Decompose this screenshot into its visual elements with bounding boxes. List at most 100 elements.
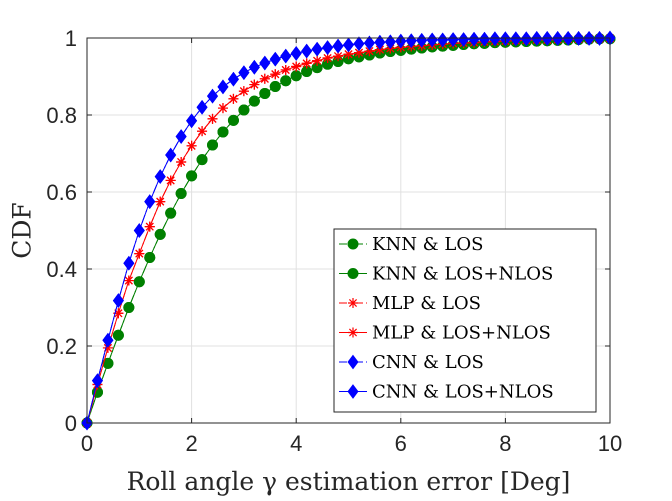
legend-label: CNN & LOS+NLOS — [372, 382, 554, 403]
data-point — [510, 31, 522, 47]
legend-item: CNN & LOS+NLOS — [339, 382, 554, 403]
y-tick-label: 0 — [65, 411, 77, 436]
data-point — [374, 34, 386, 50]
legend-label: KNN & LOS — [372, 234, 483, 255]
legend-swatch-marker — [347, 238, 359, 250]
data-point — [269, 51, 281, 67]
legend-item: MLP & LOS — [339, 293, 481, 314]
series-cnn-los-nlos — [81, 30, 616, 431]
data-point — [333, 51, 344, 62]
data-point — [520, 31, 532, 47]
data-point — [186, 140, 197, 151]
data-point — [133, 276, 145, 288]
legend-swatch-marker — [347, 354, 359, 370]
data-point — [207, 139, 219, 151]
x-tick-label: 2 — [185, 431, 197, 456]
data-point — [165, 175, 176, 186]
data-point — [123, 302, 135, 313]
data-point — [155, 196, 166, 207]
data-point — [238, 65, 250, 80]
data-point — [248, 95, 260, 107]
data-point — [228, 93, 239, 104]
data-point — [322, 40, 334, 55]
y-tick-label: 0.6 — [46, 180, 77, 205]
data-point — [217, 126, 229, 138]
data-point — [290, 46, 302, 61]
legend: KNN & LOS KNN & LOS+NLOS MLP & LOS MLP & LO… — [333, 228, 597, 413]
data-point — [196, 99, 208, 115]
legend-swatch-marker — [348, 327, 358, 338]
data-point — [478, 31, 490, 47]
data-point — [280, 75, 292, 87]
data-point — [144, 194, 156, 209]
data-point — [364, 46, 375, 57]
y-tick-label: 0.2 — [46, 334, 77, 359]
legend-item: KNN & LOS+NLOS — [339, 264, 553, 285]
data-point — [249, 79, 260, 90]
data-point — [154, 228, 166, 240]
y-tick-label: 0.8 — [46, 103, 77, 128]
y-tick-label: 1 — [65, 26, 77, 51]
series-layer — [81, 30, 616, 431]
data-point — [312, 55, 323, 66]
legend-swatch-marker — [347, 384, 359, 399]
data-point — [311, 41, 323, 57]
legend-item: KNN & LOS — [339, 234, 483, 255]
data-point — [144, 221, 155, 232]
x-tick-label: 4 — [290, 431, 302, 456]
data-point — [238, 86, 249, 97]
data-point — [102, 342, 113, 353]
data-point — [343, 37, 354, 53]
legend-item: CNN & LOS — [339, 352, 484, 373]
legend-label: KNN & LOS+NLOS — [372, 264, 553, 285]
x-tick-label: 6 — [395, 431, 407, 456]
data-point — [353, 47, 364, 58]
data-point — [102, 357, 114, 369]
data-point — [207, 113, 218, 124]
data-point — [280, 48, 292, 64]
data-point — [144, 251, 156, 263]
data-point — [259, 55, 271, 71]
data-point — [447, 32, 459, 47]
axes-frame — [86, 37, 611, 424]
legend-label: MLP & LOS+NLOS — [372, 323, 551, 344]
data-point — [186, 113, 198, 129]
data-point — [175, 188, 187, 200]
data-point — [207, 88, 219, 104]
data-point — [238, 104, 250, 116]
data-point — [227, 114, 239, 126]
data-point — [301, 43, 313, 59]
data-point — [176, 156, 187, 167]
data-point — [468, 31, 480, 47]
data-point — [196, 154, 208, 166]
data-point — [102, 332, 114, 348]
data-point — [291, 61, 302, 72]
data-point — [112, 293, 124, 308]
data-point — [259, 73, 270, 84]
data-point — [384, 34, 396, 50]
data-point — [280, 64, 291, 75]
data-point — [489, 31, 501, 47]
data-point — [259, 87, 271, 99]
y-tick-label: 0.4 — [46, 257, 77, 282]
data-point — [322, 53, 333, 64]
data-point — [332, 38, 344, 54]
data-point — [91, 373, 103, 388]
legend-label: MLP & LOS — [372, 293, 481, 314]
data-point — [123, 255, 135, 271]
legend-swatch-marker — [348, 298, 358, 308]
data-point — [134, 248, 145, 259]
data-point — [154, 169, 166, 184]
data-point — [458, 32, 470, 47]
data-point — [123, 275, 134, 286]
x-axis-title: Roll angle γ estimation error [Deg] — [127, 467, 571, 496]
legend-item: MLP & LOS+NLOS — [339, 323, 551, 344]
y-axis-title: CDF — [8, 202, 37, 259]
data-point — [113, 308, 124, 319]
data-point — [197, 126, 208, 137]
data-point — [217, 103, 228, 114]
data-point — [217, 79, 229, 95]
data-point — [269, 81, 281, 93]
data-point — [270, 69, 281, 80]
